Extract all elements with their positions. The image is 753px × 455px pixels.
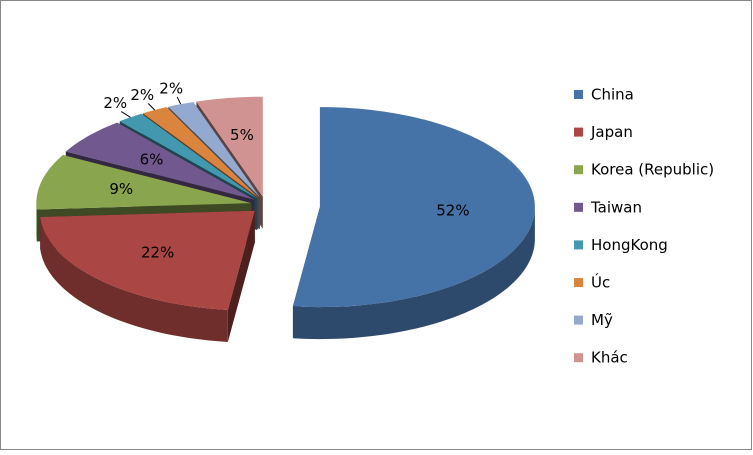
data-label: 2% [130, 86, 154, 104]
data-label: 22% [141, 244, 174, 262]
legend-label: China [591, 86, 634, 104]
legend-label: Khác [591, 349, 628, 367]
legend-swatch [574, 278, 583, 287]
legend-swatch [574, 203, 583, 212]
data-label: 6% [140, 151, 164, 169]
legend-label: Taiwan [590, 198, 642, 216]
legend-swatch [574, 90, 583, 99]
data-label: 9% [109, 180, 133, 198]
legend-swatch [574, 128, 583, 137]
legend-swatch [574, 165, 583, 174]
legend-swatch [574, 316, 583, 325]
data-label: 52% [436, 201, 469, 219]
data-label: 5% [230, 126, 254, 144]
legend-label: HongKong [591, 236, 668, 254]
data-label: 2% [103, 94, 127, 112]
legend-swatch [574, 240, 583, 249]
legend-label: Mỹ [591, 311, 613, 329]
legend-label: Úc [591, 273, 610, 292]
legend-label: Japan [590, 123, 633, 141]
data-label: 2% [159, 80, 183, 98]
legend-swatch [574, 353, 583, 362]
legend-label: Korea (Republic) [591, 161, 714, 179]
